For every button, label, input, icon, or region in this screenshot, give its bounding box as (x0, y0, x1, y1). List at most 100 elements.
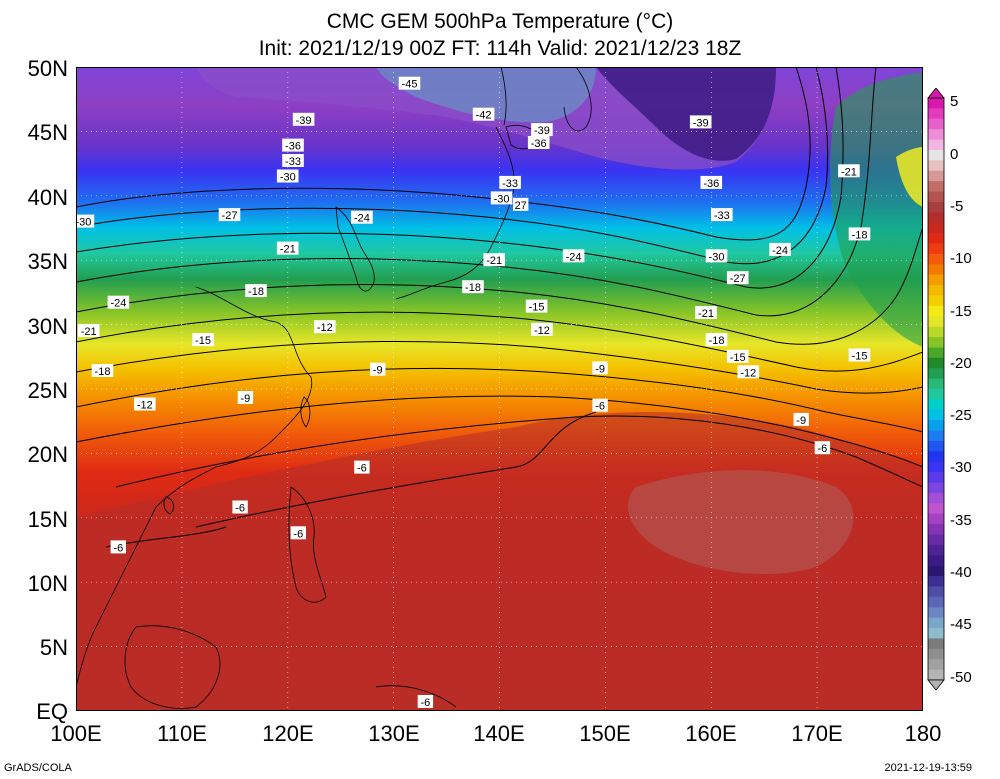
lat-label-45n: 45N (27, 120, 68, 145)
warmest-patch (627, 470, 854, 575)
contour-label: -30 (276, 169, 299, 184)
colorbar-block (928, 617, 944, 629)
svg-text:-27: -27 (730, 273, 746, 285)
coast-borneo (124, 625, 221, 709)
colorbar-block (928, 253, 944, 265)
coast-newguinea (375, 685, 457, 708)
contour-label: -6 (354, 460, 370, 475)
colorbar-block (928, 191, 944, 203)
contour-label: -15 (525, 299, 548, 314)
coast-korea (335, 206, 375, 292)
contour-label: -33 (282, 154, 304, 168)
svg-text:-9: -9 (595, 363, 605, 375)
colorbar-block (928, 243, 944, 255)
coast-sakhalin (500, 67, 507, 126)
contour-label: -36 (282, 138, 304, 153)
contour-label: -30 (705, 249, 728, 263)
svg-text:-15: -15 (730, 352, 746, 364)
lon-label-100e: 100E (50, 721, 102, 746)
contour-label: -12 (134, 397, 156, 412)
coast-asia-mainland (76, 286, 313, 688)
svg-text:-30: -30 (280, 172, 296, 184)
contour-label: -36 (527, 136, 550, 150)
contour-label: -15 (848, 348, 871, 363)
map-border (76, 67, 923, 711)
colorbar-block (928, 118, 944, 130)
footer-timestamp: 2021-12-19-13:59 (884, 762, 972, 774)
colorbar-label-minus45: -45 (950, 616, 972, 633)
svg-text:-6: -6 (818, 443, 828, 455)
colorbar-blocks (927, 97, 945, 681)
contour-label: -27 (218, 208, 241, 222)
svg-text:-30: -30 (494, 193, 510, 205)
colorbar-block (928, 399, 944, 411)
colorbar-label-minus35: -35 (950, 512, 972, 529)
colorbar-block (928, 472, 944, 483)
contour-label: -18 (245, 284, 267, 298)
svg-text:-6: -6 (293, 528, 303, 540)
lon-label-130e: 130E (368, 721, 420, 746)
contour-label: -18 (91, 364, 114, 378)
colorbar-block (928, 628, 944, 639)
svg-text:27: 27 (515, 200, 527, 212)
colorbar-block (928, 222, 944, 234)
colorbar-block (928, 607, 944, 619)
colorbar-block (928, 139, 944, 151)
colorbar (927, 88, 945, 690)
colorbar-block (928, 409, 944, 421)
colorbar-block (928, 389, 944, 400)
contour-label: -18 (462, 280, 484, 294)
contour-label: -9 (793, 412, 809, 427)
lat-label-30n: 30N (27, 314, 68, 339)
svg-text:-24: -24 (566, 251, 582, 263)
svg-text:-33: -33 (285, 156, 301, 168)
colorbar-block (928, 461, 944, 473)
colorbar-block (928, 98, 944, 109)
colorbar-top-arrow (927, 88, 945, 99)
contour-label: -21 (695, 306, 717, 320)
colorbar-block (928, 129, 944, 140)
svg-text:-15: -15 (195, 335, 211, 347)
colorbar-block (928, 596, 944, 608)
svg-text:-18: -18 (248, 286, 264, 298)
coast-philippines (288, 486, 327, 603)
svg-text:-6: -6 (595, 401, 605, 413)
svg-text:-9: -9 (241, 393, 251, 405)
colorbar-block (928, 648, 944, 660)
colorbar-block (928, 264, 944, 276)
colorbar-block (928, 305, 944, 317)
svg-text:-6: -6 (421, 697, 431, 709)
contour-label: -33 (499, 175, 521, 190)
contour-label: -12 (531, 322, 553, 337)
contour-label: -15 (726, 349, 749, 364)
colorbar-label-minus15: -15 (950, 303, 972, 320)
colorbar-block (928, 638, 944, 650)
colorbar-block (928, 576, 944, 587)
svg-text:-21: -21 (280, 244, 296, 256)
deep-purple-region (596, 67, 776, 161)
contour-label: -6 (592, 398, 608, 413)
colorbar-block (928, 274, 944, 286)
lon-label-170e: 170E (791, 721, 843, 746)
colorbar-block (928, 347, 944, 359)
svg-text:-39: -39 (693, 117, 709, 129)
colorbar-block (928, 337, 944, 348)
lat-label-40n: 40N (27, 185, 68, 210)
contour-label: -12 (314, 320, 336, 334)
map-canvas: -45-42-39-39-36-39-36-33-30-33-3027-36-3… (76, 67, 923, 711)
svg-text:-21: -21 (486, 255, 502, 267)
svg-text:-12: -12 (137, 400, 153, 412)
colorbar-block (928, 513, 944, 525)
svg-text:-6: -6 (235, 503, 245, 515)
svg-text:-36: -36 (285, 141, 301, 153)
contour-label: -24 (351, 210, 373, 225)
lon-label-110e: 110E (157, 721, 207, 746)
svg-text:-30: -30 (709, 251, 725, 263)
chart-subtitle: Init: 2021/12/19 00Z FT: 114h Valid: 202… (258, 37, 742, 60)
contour-label: -21 (838, 164, 860, 178)
colorbar-block (928, 201, 944, 213)
coast-hainan (163, 496, 174, 515)
colorbar-label-0: 0 (950, 146, 959, 163)
colorbar-block (928, 285, 944, 296)
svg-text:-18: -18 (852, 229, 868, 241)
